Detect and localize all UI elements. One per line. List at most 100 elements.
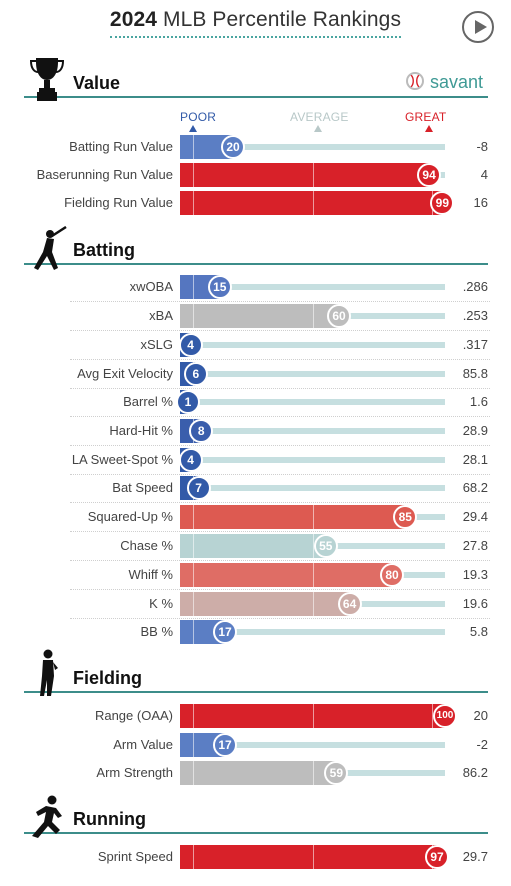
- percentile-track: [180, 742, 445, 748]
- bar-tick: [193, 304, 195, 328]
- percentile-circle[interactable]: 97: [425, 845, 450, 869]
- metric-value: 28.1: [462, 452, 488, 467]
- section-divider: [24, 832, 488, 834]
- title-year: 2024: [109, 8, 158, 31]
- fielder-icon: [40, 649, 58, 696]
- percentile-circle[interactable]: 8: [189, 419, 214, 443]
- metric-label: Baserunning Run Value: [36, 167, 173, 182]
- row-divider: [70, 359, 490, 361]
- percentile-circle[interactable]: 15: [207, 275, 232, 299]
- scale-great-label: GREAT: [405, 110, 447, 124]
- poor-marker-icon: [189, 125, 197, 132]
- percentile-track: [180, 284, 445, 290]
- percentile-circle[interactable]: 80: [380, 563, 404, 587]
- percentile-track: [180, 629, 445, 635]
- metric-label: xwOBA: [129, 279, 173, 294]
- row-divider: [70, 330, 490, 332]
- metric-value: 20: [473, 708, 488, 723]
- page-title: 2024 MLB Percentile Rankings: [0, 8, 511, 38]
- percentile-circle[interactable]: 17: [213, 733, 238, 757]
- percentile-circle[interactable]: 4: [178, 333, 203, 357]
- metric-label: Hard-Hit %: [109, 423, 173, 438]
- bar-tick: [193, 135, 195, 159]
- percentile-circle[interactable]: 59: [324, 761, 349, 785]
- bar-tick: [312, 163, 314, 187]
- percentile-circle[interactable]: 4: [178, 448, 203, 472]
- bar-tick: [193, 275, 195, 299]
- bar-tick: [312, 534, 314, 558]
- percentile-track: [180, 371, 445, 377]
- bar-tick: [312, 845, 314, 869]
- play-icon[interactable]: [462, 11, 494, 43]
- metric-value: 19.6: [462, 596, 488, 611]
- bar-tick: [193, 163, 195, 187]
- percentile-bar: [180, 761, 337, 785]
- row-divider: [70, 416, 490, 418]
- metric-value: 29.7: [462, 849, 488, 864]
- percentile-circle[interactable]: 1: [176, 390, 200, 414]
- metric-label: Range (OAA): [94, 708, 173, 723]
- row-divider: [70, 474, 490, 476]
- metric-label: xSLG: [140, 337, 173, 352]
- row-divider: [70, 531, 490, 533]
- bar-tick: [193, 505, 195, 529]
- average-marker-icon: [314, 125, 322, 132]
- bar-tick: [193, 845, 195, 869]
- percentile-bar: [180, 505, 406, 529]
- bar-tick: [193, 620, 195, 644]
- percentile-circle[interactable]: 64: [337, 592, 362, 616]
- percentile-circle[interactable]: 55: [313, 534, 338, 558]
- metric-value: 4: [480, 167, 488, 182]
- metric-value: -8: [476, 139, 488, 154]
- percentile-track: [180, 428, 445, 434]
- section-divider: [24, 96, 488, 98]
- title-text: MLB Percentile Rankings: [162, 8, 402, 31]
- bar-tick: [312, 592, 314, 616]
- percentile-circle[interactable]: 60: [327, 304, 351, 328]
- percentile-circle[interactable]: 100: [433, 704, 457, 728]
- section-title-batting: Batting: [73, 240, 135, 260]
- metric-value: .317: [462, 337, 488, 352]
- percentile-track: [180, 457, 445, 463]
- baseball-icon: [406, 72, 424, 90]
- percentile-circle[interactable]: 85: [393, 505, 418, 529]
- percentile-circle[interactable]: 17: [213, 620, 238, 644]
- row-divider: [70, 445, 490, 447]
- metric-value: 27.8: [462, 538, 488, 553]
- percentile-track: [180, 342, 445, 348]
- percentile-track: [180, 485, 445, 491]
- great-marker-icon: [425, 125, 433, 132]
- metric-label: BB %: [140, 624, 173, 639]
- row-divider: [70, 301, 490, 303]
- percentile-circle[interactable]: 99: [430, 191, 455, 215]
- metric-label: Whiff %: [128, 567, 173, 582]
- bar-tick: [193, 191, 195, 215]
- metric-value: 1.6: [469, 394, 488, 409]
- metric-label: xBA: [149, 308, 173, 323]
- percentile-circle[interactable]: 6: [183, 362, 208, 386]
- metric-value: 85.8: [462, 366, 488, 381]
- percentile-circle[interactable]: 20: [221, 135, 245, 159]
- percentile-track: [180, 399, 445, 405]
- percentile-bar: [180, 592, 350, 616]
- metric-value: 68.2: [462, 480, 488, 495]
- metric-value: 19.3: [462, 567, 488, 582]
- metric-value: -2: [476, 737, 488, 752]
- bar-tick: [312, 704, 314, 728]
- bar-tick: [193, 761, 195, 785]
- section-title-running: Running: [73, 809, 146, 829]
- bar-tick: [312, 304, 314, 328]
- section-divider: [24, 263, 488, 265]
- metric-value: .286: [462, 279, 488, 294]
- metric-label: Chase %: [120, 538, 173, 553]
- percentile-circle[interactable]: 7: [186, 476, 211, 500]
- bar-tick: [193, 592, 195, 616]
- percentile-circle[interactable]: 94: [417, 163, 442, 187]
- metric-value: 5.8: [469, 624, 488, 639]
- scale-average-label: AVERAGE: [290, 110, 349, 124]
- savant-brand[interactable]: savant: [430, 72, 484, 92]
- section-title-value: Value: [73, 73, 121, 93]
- metric-label: LA Sweet-Spot %: [71, 452, 173, 467]
- metric-value: 16: [473, 195, 488, 210]
